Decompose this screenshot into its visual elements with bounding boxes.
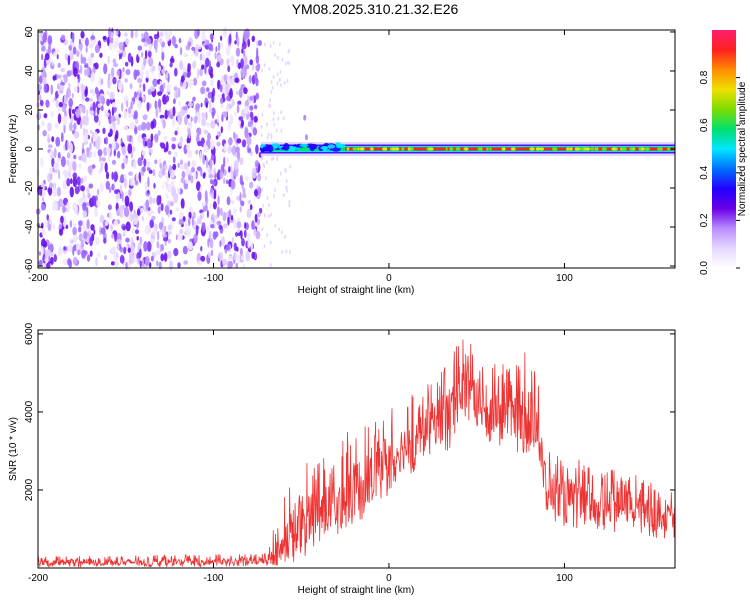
spectrogram-y-tick-label: -20	[24, 180, 35, 195]
colorbar-tick-label: 0.4	[699, 165, 710, 179]
colorbar-tick-label: 0.2	[699, 213, 710, 227]
snr-y-tick-label: 4000	[24, 400, 35, 423]
spectrogram-x-tick-label: 0	[386, 273, 392, 284]
spectrogram-y-tick-label: 20	[24, 104, 35, 116]
colorbar: 0.0 0.2 0.4 0.6 0.8 Normalized spectral ampl…	[699, 30, 748, 275]
spectrogram-x-axis-label: Height of straight line (km)	[298, 285, 415, 296]
snr-y-axis-label: SNR (10 * v/v)	[8, 417, 19, 481]
spectrogram-x-tick-label: -100	[203, 273, 223, 284]
snr-x-axis-label: Height of straight line (km)	[298, 585, 415, 596]
snr-frame	[37, 329, 676, 569]
spectrogram-y-tick-label: 40	[24, 65, 35, 77]
snr-x-tick-label: 100	[556, 573, 573, 584]
spectrogram-y-tick-label: -40	[24, 219, 35, 234]
snr-y-tick-label: 2000	[24, 478, 35, 501]
snr-panel: -200 -100 0 100 2000 4000 6000 Height of stra…	[8, 322, 676, 596]
snr-series-line	[37, 339, 676, 569]
snr-y-tick-label: 6000	[24, 322, 35, 345]
chart-title: YM08.2025.310.21.32.E26	[291, 1, 459, 17]
colorbar-ticks: 0.0 0.2 0.4 0.6 0.8	[699, 70, 740, 275]
snr-x-tick-label: -100	[203, 573, 223, 584]
colorbar-tick-label: 0.6	[699, 118, 710, 132]
snr-x-tick-label: -200	[28, 573, 48, 584]
colorbar-gradient	[712, 30, 736, 268]
spectrogram-noise-region	[35, 26, 291, 271]
band-spot	[304, 134, 308, 141]
snr-y-ticks: 2000 4000 6000	[24, 322, 675, 501]
colorbar-tick-label: 0.0	[699, 261, 710, 275]
spectrogram-x-ticks: -200 -100 0 100	[28, 30, 573, 284]
spectrogram-x-tick-label: 100	[556, 273, 573, 284]
snr-x-tick-label: 0	[386, 573, 392, 584]
snr-x-ticks: -200 -100 0 100	[28, 330, 573, 584]
colorbar-label: Normalized spectral amplitude	[737, 81, 748, 216]
spectrogram-y-tick-label: 0	[24, 146, 35, 152]
spectrogram-y-tick-label: 60	[24, 26, 35, 38]
spectrogram-y-tick-label: -60	[24, 258, 35, 273]
spectrogram-x-tick-label: -200	[28, 273, 48, 284]
spectrogram-y-ticks: -60 -40 -20 0 20 40 60	[24, 26, 675, 273]
band-core	[345, 147, 675, 151]
spectrogram-signal-band	[259, 114, 675, 156]
spectrogram-y-axis-label: Frequency (Hz)	[8, 115, 19, 184]
colorbar-tick-label: 0.8	[699, 70, 710, 84]
band-spot	[303, 114, 307, 121]
